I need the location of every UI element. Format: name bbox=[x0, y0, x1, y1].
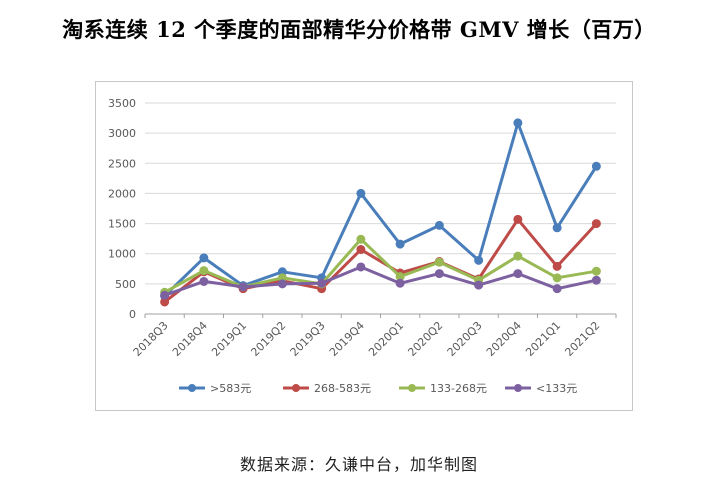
data-point bbox=[356, 262, 366, 272]
x-tick-label: 2021Q2 bbox=[562, 319, 602, 359]
line-chart: 0 500 1000 1500 2000 2500 3000 3500 2018Q3 2018Q4… bbox=[108, 97, 617, 395]
y-tick-label: 1000 bbox=[108, 248, 136, 261]
data-point bbox=[591, 275, 601, 285]
x-tick-label: 2019Q1 bbox=[209, 319, 249, 359]
x-tick-label: 2019Q4 bbox=[327, 319, 367, 359]
data-point bbox=[434, 220, 444, 230]
data-point bbox=[513, 214, 523, 224]
y-tick-label: 2500 bbox=[108, 157, 136, 170]
data-point bbox=[552, 223, 562, 233]
data-point bbox=[238, 282, 248, 292]
chart-title: 淘系连续 12 个季度的面部精华分价格带 GMV 增长（百万） bbox=[62, 17, 656, 42]
x-tick-label: 2021Q1 bbox=[523, 319, 563, 359]
series-line bbox=[163, 217, 598, 304]
legend-label: <133元 bbox=[536, 382, 577, 395]
data-point bbox=[591, 161, 601, 171]
legend-label: 268-583元 bbox=[314, 382, 371, 395]
series-line bbox=[163, 237, 598, 294]
x-tick-label: 2019Q2 bbox=[248, 319, 288, 359]
y-tick-label: 500 bbox=[115, 278, 136, 291]
data-point bbox=[552, 284, 562, 294]
data-point bbox=[199, 253, 209, 263]
data-point bbox=[317, 278, 327, 288]
legend-label: >583元 bbox=[210, 382, 251, 395]
y-tick-label: 3000 bbox=[108, 127, 136, 140]
legend-label: 133-268元 bbox=[430, 382, 487, 395]
x-tick-label: 2020Q1 bbox=[366, 319, 406, 359]
data-point bbox=[552, 261, 562, 271]
data-point bbox=[552, 273, 562, 283]
y-tick-label: 1500 bbox=[108, 218, 136, 231]
data-point bbox=[591, 219, 601, 229]
x-tick-label: 2020Q3 bbox=[445, 319, 485, 359]
series-line bbox=[163, 265, 598, 297]
data-point bbox=[199, 276, 209, 286]
data-point bbox=[434, 269, 444, 279]
data-point bbox=[356, 244, 366, 254]
y-tick-label: 0 bbox=[129, 308, 136, 321]
y-tick-label: 2000 bbox=[108, 187, 136, 200]
legend-swatch-marker bbox=[514, 384, 522, 392]
x-tick-label: 2020Q2 bbox=[405, 319, 445, 359]
data-point bbox=[277, 279, 287, 289]
legend-swatch-marker bbox=[292, 384, 300, 392]
series-line bbox=[163, 121, 598, 298]
data-point bbox=[513, 118, 523, 128]
legend-swatch-marker bbox=[408, 384, 416, 392]
data-point bbox=[199, 266, 209, 276]
x-tick-label: 2020Q4 bbox=[484, 319, 524, 359]
data-point bbox=[474, 255, 484, 265]
legend-swatch-marker bbox=[188, 384, 196, 392]
x-tick-label: 2018Q3 bbox=[131, 319, 171, 359]
data-point bbox=[474, 280, 484, 290]
x-tick-label: 2019Q3 bbox=[288, 319, 328, 359]
data-point bbox=[160, 290, 170, 300]
data-point bbox=[513, 251, 523, 261]
data-point bbox=[513, 269, 523, 279]
y-tick-label: 3500 bbox=[108, 97, 136, 110]
data-point bbox=[356, 188, 366, 198]
data-point bbox=[395, 278, 405, 288]
data-point bbox=[591, 266, 601, 276]
data-source-note: 数据来源：久谦中台，加华制图 bbox=[239, 455, 478, 474]
data-point bbox=[395, 239, 405, 249]
chart-frame: 0 500 1000 1500 2000 2500 3000 3500 2018Q3 2018Q4… bbox=[95, 81, 633, 411]
data-point bbox=[356, 234, 366, 244]
data-point bbox=[434, 257, 444, 267]
x-tick-label: 2018Q4 bbox=[170, 319, 210, 359]
